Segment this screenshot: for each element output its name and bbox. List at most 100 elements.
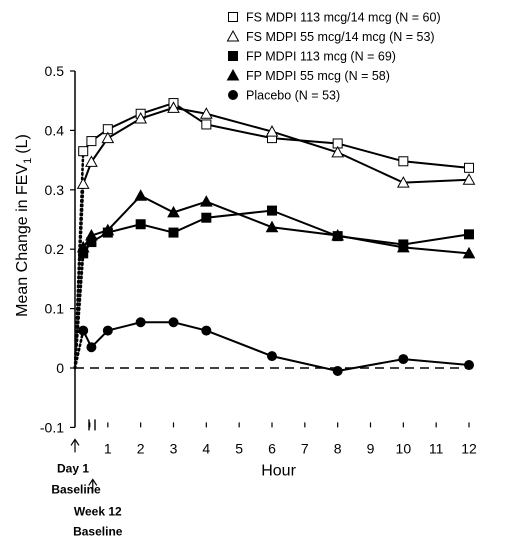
data-point-circle xyxy=(86,342,97,353)
data-point-triangle xyxy=(331,229,345,241)
data-series xyxy=(73,98,476,376)
y-ticks: -0.1 0 0.1 0.2 0.3 0.4 0.5 xyxy=(40,63,75,435)
x-tick-label: 8 xyxy=(334,440,342,456)
data-point-triangle xyxy=(167,101,180,113)
y-tick-label: 0 xyxy=(56,360,64,376)
y-tick-label: 0.5 xyxy=(45,63,65,79)
legend-entry-label: FS MDPI 55 mcg/14 mcg (N = 53) xyxy=(246,30,435,44)
y-tick-label: 0.3 xyxy=(45,182,65,198)
legend-entry-label: FS MDPI 113 mcg/14 mcg (N = 60) xyxy=(246,11,441,25)
y-tick-label: 0.1 xyxy=(45,301,65,317)
x-tick-label: 3 xyxy=(170,440,178,456)
data-point-triangle xyxy=(265,125,279,137)
legend-entry-label: Placebo (N = 53) xyxy=(246,89,340,103)
data-point-triangle xyxy=(265,220,279,233)
data-point-circle xyxy=(267,351,277,362)
data-point-triangle xyxy=(101,131,115,144)
x-tick-label: 7 xyxy=(301,440,309,456)
arrow-head xyxy=(70,438,80,446)
data-point-square xyxy=(228,51,238,61)
data-point-triangle xyxy=(134,111,148,124)
data-point-circle xyxy=(201,325,212,336)
x-tick-label: 12 xyxy=(461,440,477,456)
x-tick-label: 5 xyxy=(235,440,243,456)
data-point-square xyxy=(267,205,277,216)
legend: FS MDPI 113 mcg/14 mcg (N = 60) FS MDPI 5… xyxy=(226,11,441,103)
x-tick-label: 11 xyxy=(429,440,444,456)
day1-baseline-arrow xyxy=(70,438,80,453)
data-point-triangle xyxy=(199,107,213,119)
series-4 xyxy=(73,317,474,376)
arrow-head xyxy=(88,478,98,486)
data-point-square xyxy=(201,119,212,130)
x-tick-label: 6 xyxy=(268,440,276,456)
data-point-circle xyxy=(228,90,238,100)
data-point-triangle xyxy=(85,229,98,241)
data-point-circle xyxy=(464,360,474,371)
legend-entry-label: FP MDPI 55 mcg (N = 58) xyxy=(246,69,390,83)
data-point-triangle xyxy=(462,173,476,185)
data-point-circle xyxy=(102,325,113,336)
data-point-square xyxy=(398,156,409,167)
data-point-square xyxy=(78,146,89,157)
data-point-triangle xyxy=(85,155,98,167)
data-point-circle xyxy=(398,354,409,365)
data-point-triangle xyxy=(76,177,90,189)
x-ticks: 1 2 3 4 5 6 7 8 9 10 11 12 xyxy=(89,422,477,456)
x-tick-label: 1 xyxy=(104,440,112,456)
week12-baseline-arrow xyxy=(88,478,98,493)
series-3 xyxy=(73,189,476,370)
data-point-triangle xyxy=(76,240,90,253)
x-tick-label: 4 xyxy=(202,440,210,456)
data-point-triangle xyxy=(396,240,410,253)
data-point-triangle xyxy=(462,246,476,259)
y-axis-title-unit: (L) xyxy=(14,134,31,154)
y-tick-label: 0.4 xyxy=(45,122,65,138)
data-point-circle xyxy=(332,365,343,376)
data-point-triangle xyxy=(226,29,240,42)
y-axis-title-subscript: 1 xyxy=(22,158,34,164)
series-line xyxy=(82,101,470,169)
week12-baseline-label-line2: Baseline xyxy=(73,524,123,538)
data-point-triangle xyxy=(101,223,115,236)
series-line xyxy=(82,106,470,185)
data-point-triangle xyxy=(331,145,345,158)
data-point-square xyxy=(135,219,146,230)
x-axis-break-mark xyxy=(88,419,96,431)
data-point-square xyxy=(464,162,474,173)
day1-baseline-label-line2: Baseline xyxy=(51,482,101,496)
baseline-dotted-connector xyxy=(73,329,85,370)
y-axis-title: Mean Change in FEV1 (L) xyxy=(14,134,34,317)
axes xyxy=(74,71,469,431)
day1-baseline-label-line1: Day 1 xyxy=(57,461,89,475)
data-point-triangle xyxy=(396,176,410,188)
x-tick-label: 2 xyxy=(137,440,145,456)
baseline-dotted-connector xyxy=(73,246,85,370)
y-tick-label: 0.2 xyxy=(45,241,65,257)
x-tick-label: 9 xyxy=(367,440,375,456)
data-point-circle xyxy=(78,325,89,336)
baseline-annotations: Day 1 Baseline Week 12 Baseline xyxy=(51,438,123,538)
data-point-circle xyxy=(135,317,146,328)
data-point-circle xyxy=(168,317,179,328)
y-axis-title-text: Mean Change in FEV xyxy=(14,164,31,317)
legend-entry-label: FP MDPI 113 mcg (N = 69) xyxy=(246,50,396,64)
week12-baseline-label-line1: Week 12 xyxy=(74,504,122,518)
data-point-triangle xyxy=(226,68,240,81)
data-point-square xyxy=(86,136,97,147)
data-point-square xyxy=(228,12,238,22)
x-tick-label: 10 xyxy=(396,440,412,456)
data-point-square xyxy=(201,212,212,223)
series-line xyxy=(82,194,470,255)
data-point-triangle xyxy=(167,205,180,218)
x-axis-title: Hour xyxy=(261,462,296,479)
data-point-triangle xyxy=(199,195,213,207)
series-line xyxy=(82,209,470,254)
y-tick-label: -0.1 xyxy=(40,419,64,435)
data-point-square xyxy=(168,227,179,238)
series-0 xyxy=(73,98,474,370)
data-point-square xyxy=(464,229,474,240)
data-point-triangle xyxy=(134,189,148,201)
series-line xyxy=(82,321,470,372)
